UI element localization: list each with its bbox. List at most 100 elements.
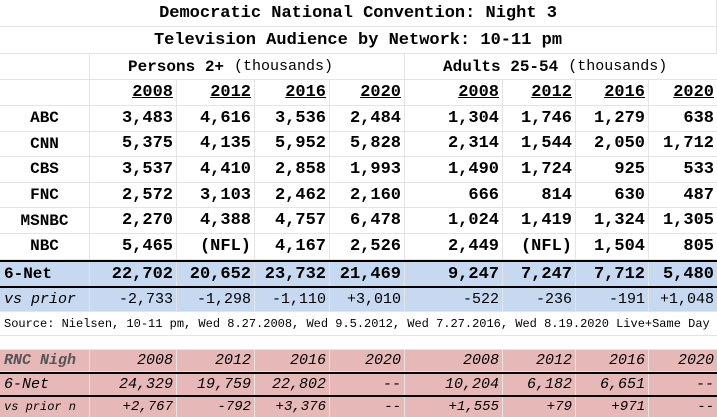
audience-value: 1,324 [576, 208, 649, 233]
audience-value: 4,135 [177, 131, 255, 157]
rnc-year: 2012 [503, 350, 576, 371]
vs-prior-label: vs prior [0, 288, 90, 311]
total-label: 6-Net [0, 262, 90, 286]
audience-value: 3,536 [255, 106, 330, 131]
audience-value: 1,712 [662, 134, 714, 154]
year-header: 2020 [673, 83, 714, 102]
rnc-prior-value: +1,555 [405, 397, 503, 417]
rnc-net-value: -- [695, 376, 714, 393]
title-2: Television Audience by Network: 10-11 pm [0, 27, 717, 53]
adults-units: (thousands) [568, 58, 668, 75]
network-row: FNC 2,572 3,103 2,462 2,160 666 814 630 487 [0, 182, 717, 209]
year-header: 2012 [177, 80, 255, 105]
group-header-row: Persons 2+ (thousands) Adults 25-54 (tho… [0, 54, 717, 80]
audience-value: 4,167 [255, 234, 330, 259]
rnc-prior-value: -- [330, 397, 405, 417]
network-label: MSNBC [0, 208, 90, 233]
rnc-net-value: -- [330, 374, 405, 395]
total-value: 21,469 [330, 262, 405, 286]
network-row: NBC 5,465 (NFL) 4,167 2,526 2,449 (NFL) 1,504 80… [0, 234, 717, 260]
audience-value: 666 [405, 182, 503, 208]
rnc-net-label: 6-Net [0, 374, 90, 395]
audience-value: 2,572 [90, 182, 177, 208]
total-value: 20,652 [177, 262, 255, 286]
vs-prior-value: +1,048 [659, 291, 714, 308]
total-value: 23,732 [255, 262, 330, 286]
audience-value: 1,544 [503, 131, 576, 157]
total-value: 7,712 [576, 262, 649, 286]
persons-units: (thousands) [234, 58, 334, 75]
empty-cell [0, 336, 717, 349]
year-header: 2020 [330, 80, 405, 105]
year-header: 2008 [90, 80, 177, 105]
rnc-net-value: 19,759 [177, 374, 255, 395]
audience-value: (NFL) [177, 234, 255, 259]
rnc-year: 2008 [90, 350, 177, 371]
rnc-header-row: RNC Nigh 2008 2012 2016 2020 2008 2012 2… [0, 350, 717, 372]
title-row-2: Television Audience by Network: 10-11 pm [0, 27, 717, 54]
audience-value: 6,478 [330, 208, 405, 233]
audience-value: 2,270 [90, 208, 177, 233]
audience-value: 4,757 [255, 208, 330, 233]
audience-value: 3,537 [90, 157, 177, 182]
total-value: 9,247 [405, 262, 503, 286]
year-header: 2012 [503, 80, 576, 105]
network-row: ABC 3,483 4,616 3,536 2,484 1,304 1,746 1,279 63… [0, 106, 717, 132]
rnc-net-value: 24,329 [90, 374, 177, 395]
rnc-net-value: 6,651 [576, 374, 649, 395]
audience-value: 2,484 [330, 106, 405, 131]
audience-value: 4,410 [177, 157, 255, 182]
total-row: 6-Net 22,702 20,652 23,732 21,469 9,247 … [0, 260, 717, 288]
title-1: Democratic National Convention: Night 3 [0, 0, 717, 26]
audience-value: 4,616 [177, 106, 255, 131]
rnc-net-value: 10,204 [405, 374, 503, 395]
audience-value: 5,375 [90, 131, 177, 157]
audience-value: 1,024 [405, 208, 503, 233]
title-row-1: Democratic National Convention: Night 3 [0, 0, 717, 27]
audience-value: 2,858 [255, 157, 330, 182]
total-value: 22,702 [90, 262, 177, 286]
audience-value: 1,724 [503, 157, 576, 182]
year-header: 2016 [255, 80, 330, 105]
audience-value: 630 [576, 182, 649, 208]
rnc-prior-value: +2,767 [90, 397, 177, 417]
rnc-year: 2016 [576, 350, 649, 371]
rnc-prior-value: -- [697, 399, 714, 415]
empty-cell [0, 80, 90, 105]
year-header: 2016 [576, 80, 649, 105]
year-header-row: 2008 2012 2016 2020 2008 2012 2016 2020 [0, 80, 717, 106]
audience-value: 1,993 [330, 157, 405, 182]
rnc-prior-value: +3,376 [255, 397, 330, 417]
vs-prior-value: -1,110 [255, 288, 330, 311]
year-header: 2008 [405, 80, 503, 105]
empty-cell [0, 54, 90, 79]
vs-prior-value: -2,733 [90, 288, 177, 311]
vs-prior-value: -522 [405, 288, 503, 311]
audience-value: 2,462 [255, 182, 330, 208]
vs-prior-row: vs prior -2,733 -1,298 -1,110 +3,010 -52… [0, 288, 717, 312]
rnc-net-value: 22,802 [255, 374, 330, 395]
audience-value: 3,103 [177, 182, 255, 208]
audience-value: 814 [503, 182, 576, 208]
network-label: NBC [0, 234, 90, 259]
total-value: 7,247 [503, 262, 576, 286]
audience-value: 487 [683, 185, 714, 205]
persons-group-header: Persons 2+ (thousands) [90, 54, 405, 79]
audience-value: 2,314 [405, 131, 503, 157]
adults-group-header: Adults 25-54 (thousands) [405, 54, 717, 79]
audience-value: 2,526 [330, 234, 405, 259]
audience-value: 2,050 [576, 131, 649, 157]
rnc-year: 2012 [177, 350, 255, 371]
adults-group-label: Adults 25-54 [443, 57, 559, 76]
vs-prior-value: -191 [576, 288, 649, 311]
audience-value: 1,419 [503, 208, 576, 233]
rnc-prior-value: +971 [576, 397, 649, 417]
audience-value: 5,465 [90, 234, 177, 259]
vs-prior-value: -1,298 [177, 288, 255, 311]
rnc-prior-label: vs prior n [0, 397, 90, 417]
network-label: CBS [0, 157, 90, 182]
rnc-net-row: 6-Net 24,329 19,759 22,802 -- 10,204 6,1… [0, 372, 717, 397]
rnc-prior-row: vs prior n +2,767 -792 +3,376 -- +1,555 … [0, 397, 717, 417]
rnc-year: 2016 [255, 350, 330, 371]
